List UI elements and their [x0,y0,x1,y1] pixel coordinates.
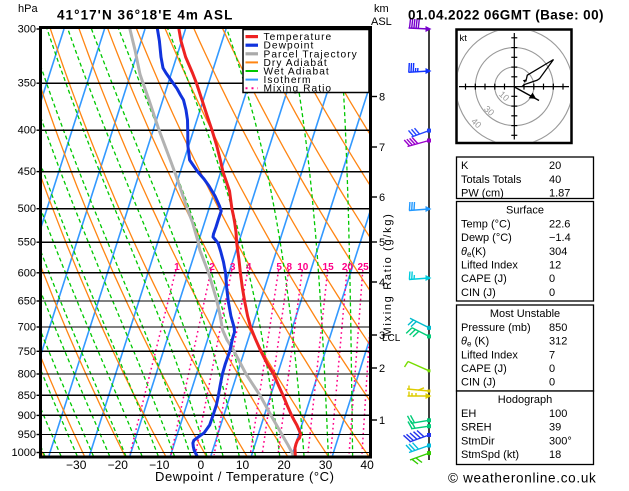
svg-text:850: 850 [18,390,36,402]
svg-text:7: 7 [549,349,555,361]
svg-text:θe (K): θe (K) [461,336,489,349]
svg-text:0: 0 [549,273,555,285]
svg-text:Dewp (°C): Dewp (°C) [461,232,512,244]
svg-text:1: 1 [174,262,180,273]
svg-text:ASL: ASL [371,16,392,28]
svg-text:Dewpoint / Temperature (°C): Dewpoint / Temperature (°C) [155,469,334,484]
svg-text:18: 18 [549,449,561,461]
svg-text:100: 100 [549,408,567,420]
svg-text:Totals Totals: Totals Totals [461,174,522,186]
svg-text:600: 600 [18,267,36,279]
svg-text:6: 6 [379,192,385,204]
svg-text:41°17'N 36°18'E 4m ASL: 41°17'N 36°18'E 4m ASL [57,8,233,23]
svg-text:EH: EH [461,408,476,420]
svg-text:850: 850 [549,322,567,334]
svg-text:5: 5 [276,262,282,273]
svg-text:3: 3 [230,262,236,273]
svg-text:700: 700 [18,322,36,334]
svg-text:750: 750 [18,346,36,358]
svg-text:0: 0 [549,363,555,375]
svg-text:312: 312 [549,336,567,348]
svg-text:4: 4 [246,262,252,273]
svg-text:−20: −20 [108,458,129,472]
svg-text:Pressure (mb): Pressure (mb) [461,322,531,334]
svg-text:350: 350 [18,78,36,90]
svg-text:300: 300 [18,24,36,36]
svg-text:1000: 1000 [12,447,36,459]
svg-text:StmDir: StmDir [461,435,495,447]
svg-text:Lifted Index: Lifted Index [461,349,518,361]
svg-text:25: 25 [358,262,370,273]
svg-text:CIN (J): CIN (J) [461,287,496,299]
svg-text:39: 39 [549,422,561,434]
svg-text:7: 7 [379,142,385,154]
svg-text:304: 304 [549,246,567,258]
svg-text:Temp (°C): Temp (°C) [461,218,511,230]
svg-text:Surface: Surface [506,205,544,217]
svg-text:K: K [461,160,469,172]
svg-text:650: 650 [18,296,36,308]
svg-text:950: 950 [18,429,36,441]
svg-text:StmSpd (kt): StmSpd (kt) [461,449,519,461]
svg-text:CAPE (J): CAPE (J) [461,363,507,375]
svg-text:θe(K): θe(K) [461,246,486,259]
svg-text:Hodograph: Hodograph [498,394,552,406]
svg-text:20: 20 [549,160,561,172]
svg-text:2: 2 [209,262,215,273]
svg-text:Most Unstable: Most Unstable [490,308,560,320]
svg-text:2: 2 [379,363,385,375]
svg-text:8: 8 [287,262,293,273]
svg-text:400: 400 [18,125,36,137]
svg-text:900: 900 [18,410,36,422]
svg-text:CAPE (J): CAPE (J) [461,273,507,285]
svg-text:km: km [374,3,389,15]
svg-text:SREH: SREH [461,422,492,434]
svg-text:40: 40 [549,174,561,186]
svg-text:Lifted Index: Lifted Index [461,260,518,272]
svg-text:0: 0 [549,377,555,389]
svg-text:800: 800 [18,369,36,381]
svg-text:1.87: 1.87 [549,188,570,200]
svg-text:300°: 300° [549,435,572,447]
svg-text:CIN (J): CIN (J) [461,377,496,389]
svg-text:8: 8 [379,92,385,104]
svg-text:40: 40 [360,458,374,472]
svg-text:450: 450 [18,166,36,178]
svg-text:Mixing Ratio (g/kg): Mixing Ratio (g/kg) [382,213,394,337]
svg-text:−1.4: −1.4 [549,232,571,244]
svg-text:20: 20 [342,262,354,273]
svg-text:kt: kt [460,33,468,44]
svg-text:1: 1 [379,415,385,427]
svg-text:hPa: hPa [18,3,38,15]
svg-text:15: 15 [323,262,335,273]
svg-text:0: 0 [549,287,555,299]
svg-text:10: 10 [297,262,309,273]
svg-text:500: 500 [18,203,36,215]
svg-text:22.6: 22.6 [549,218,570,230]
svg-text:12: 12 [549,260,561,272]
svg-text:01.04.2022 06GMT (Base: 00): 01.04.2022 06GMT (Base: 00) [408,8,604,23]
svg-text:© weatheronline.co.uk: © weatheronline.co.uk [448,471,596,486]
svg-text:−30: −30 [66,458,87,472]
svg-text:Mixing Ratio: Mixing Ratio [264,84,333,95]
svg-text:PW (cm): PW (cm) [461,188,504,200]
svg-text:550: 550 [18,237,36,249]
